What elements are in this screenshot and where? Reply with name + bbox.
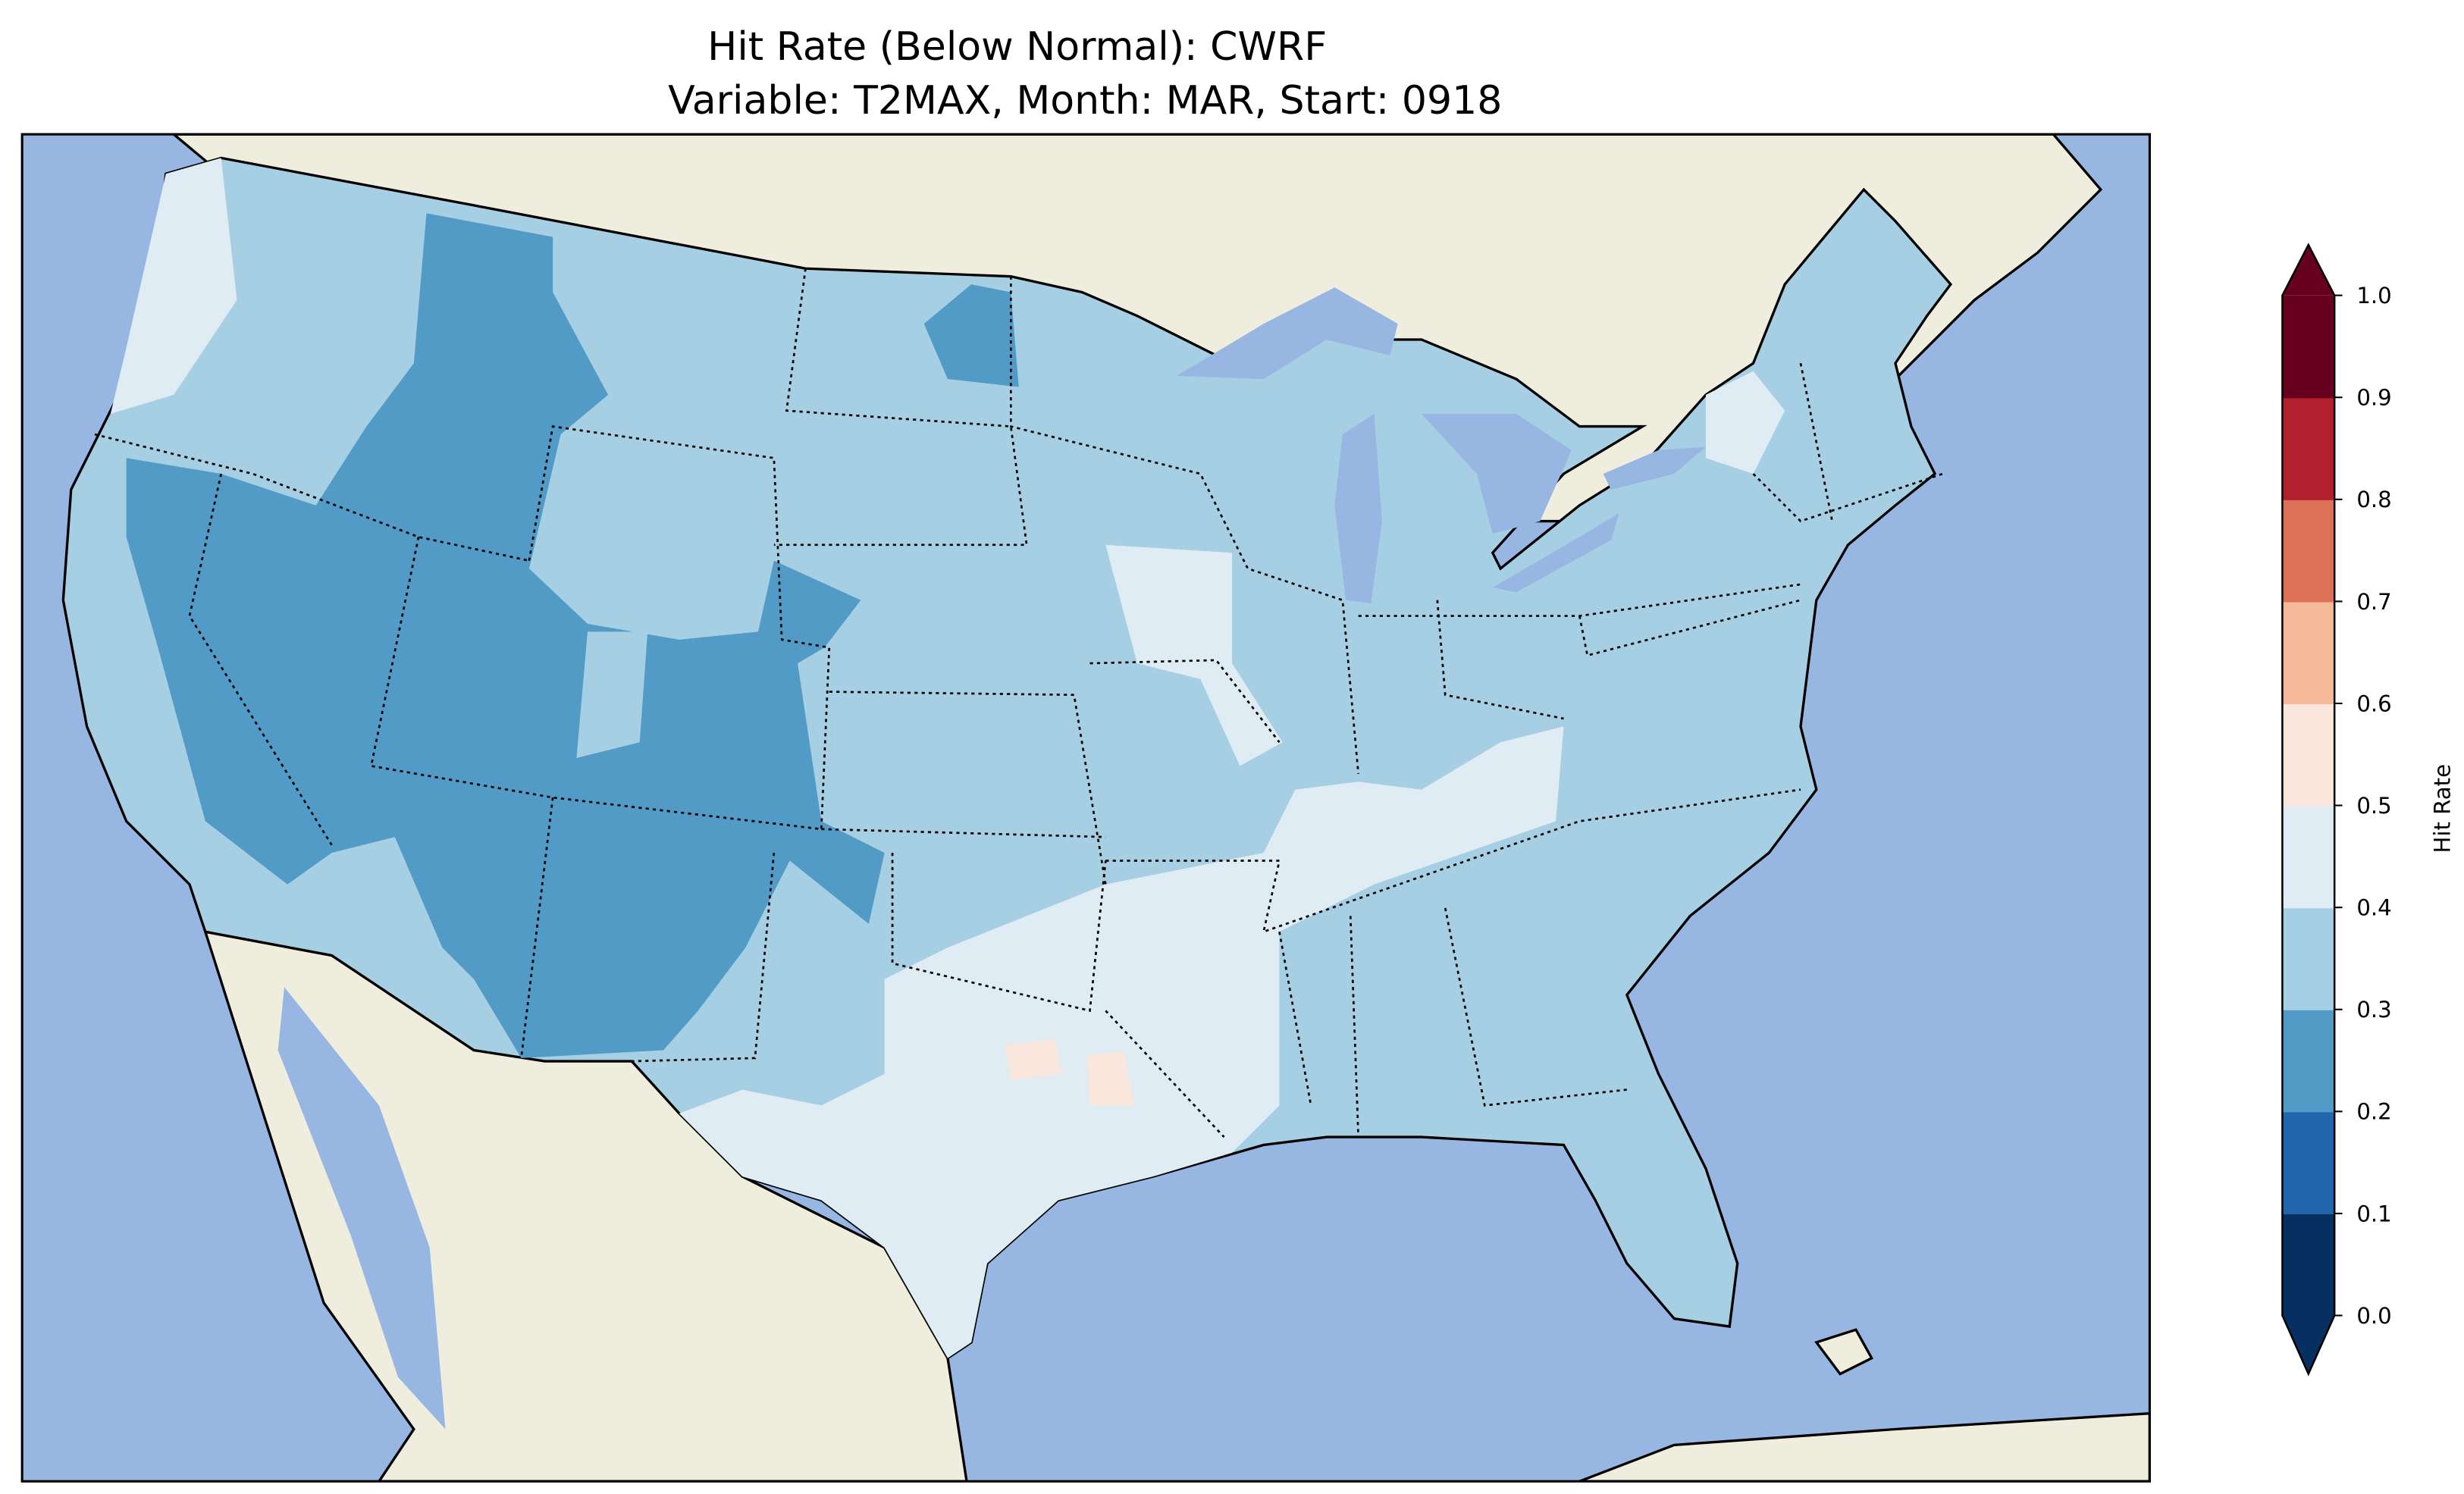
region-0.4-0.5-northeast — [1706, 371, 1785, 475]
colorbar-tick-label: 0.6 — [2356, 691, 2391, 716]
colorbar-tick-label: 0.9 — [2356, 385, 2391, 411]
great-lakes — [1177, 287, 1706, 603]
lake-huron — [1422, 413, 1572, 534]
colorbar: 0.0 0.1 0.2 0.3 0.4 0.5 0.6 0.7 0.8 0.9 1.0 — [2281, 243, 2392, 1377]
colorbar-extend-min — [2282, 1315, 2335, 1374]
colorbar-segment — [2282, 601, 2335, 705]
colorbar-segment — [2282, 1009, 2335, 1113]
colorbar-tick-label: 0.1 — [2356, 1201, 2391, 1226]
colorbar-extend-max — [2282, 245, 2335, 296]
title-line-1: Hit Rate (Below Normal): CWRF — [707, 24, 1327, 70]
map-panel — [20, 133, 2151, 1483]
lake-erie — [1492, 513, 1619, 593]
colorbar-tick-label: 0.4 — [2356, 895, 2391, 921]
yucatan-land — [1578, 1411, 2150, 1482]
colorbar-segment — [2282, 805, 2335, 909]
region-0.5-0.6-texas-2 — [1086, 1051, 1134, 1106]
colorbar-tick-label: 0.5 — [2356, 793, 2391, 819]
region-0.4-0.5-midwest — [1105, 544, 1283, 766]
colorbar-tick-label: 1.0 — [2356, 283, 2391, 309]
colorbar-segment — [2282, 907, 2335, 1010]
state-borders — [94, 268, 1943, 1139]
gulf-of-california — [277, 987, 446, 1430]
title-line-2: Variable: T2MAX, Month: MAR, Start: 0918 — [668, 78, 1502, 124]
region-0.3-0.4-utah — [576, 631, 648, 759]
cuba-land — [1814, 1328, 1874, 1376]
lake-michigan — [1334, 413, 1382, 603]
colorbar-segment — [2282, 499, 2335, 603]
colorbar-segment — [2282, 1111, 2335, 1214]
colorbar-tick-label: 0.2 — [2356, 1099, 2391, 1125]
region-0.2-0.3-nd — [923, 284, 1019, 387]
lake-ontario — [1603, 446, 1706, 490]
region-0.2-0.3-west — [126, 213, 885, 1058]
region-0.4-0.5-south — [679, 726, 1564, 1358]
colorbar-segment — [2282, 703, 2335, 807]
lake-superior — [1177, 287, 1398, 380]
colorbar-tick-label: 0.3 — [2356, 997, 2391, 1023]
region-0.5-0.6-texas-1 — [1005, 1038, 1061, 1081]
colorbar-segment — [2282, 397, 2335, 500]
map-frame — [20, 133, 2151, 1483]
colorbar-tick-label: 0.8 — [2356, 487, 2391, 512]
colorbar-label: Hit Rate — [2429, 764, 2455, 853]
colorbar-segment — [2282, 1213, 2335, 1317]
colorbar-segment — [2282, 295, 2335, 399]
colorbar-tick-label: 0.0 — [2356, 1303, 2391, 1329]
colorbar-tick-label: 0.7 — [2356, 589, 2391, 615]
region-0.4-0.5-northwest — [110, 158, 237, 414]
